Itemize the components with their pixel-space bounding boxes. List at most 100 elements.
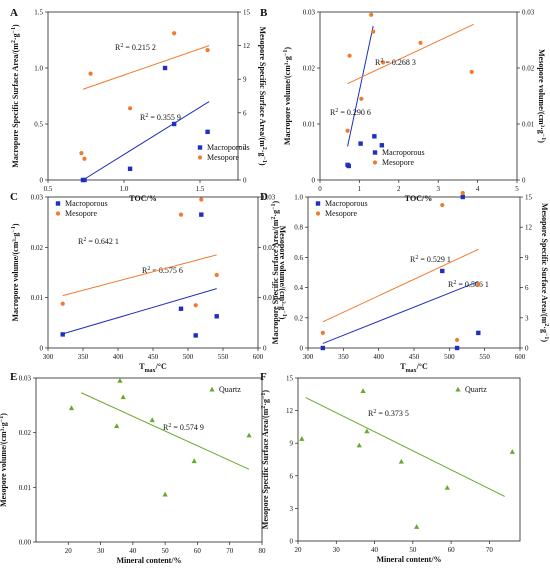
x-tick-label: 70 <box>226 547 234 555</box>
x-tick-label: 80 <box>259 547 267 555</box>
x-tick-label: 600 <box>253 353 264 361</box>
x-tick-label: 20 <box>65 547 73 555</box>
x-axis-label: Tmax/°C <box>139 362 167 374</box>
x-tick-label: 450 <box>148 353 159 361</box>
y-right-tick-label: 12 <box>243 42 251 50</box>
data-point <box>127 106 133 111</box>
data-point <box>214 272 219 278</box>
r2-label: R2 = 0.529 1 <box>410 255 451 264</box>
series-macroporous: R2 = 0.355 9 <box>80 65 210 183</box>
x-tick-label: 3 <box>436 185 440 193</box>
y-axis-label: Mesopore Specific Surface Area/(m2·g−1) <box>261 390 270 529</box>
data-point <box>414 524 420 529</box>
legend-marker <box>55 211 61 216</box>
y-right-tick-label: 3 <box>525 314 529 322</box>
data-point <box>82 177 87 183</box>
data-point <box>162 65 168 71</box>
y-right-tick-label: 0.01 <box>263 294 276 302</box>
data-point <box>455 337 460 343</box>
legend-marker <box>55 201 61 206</box>
y-right-tick-label: 0 <box>263 345 267 353</box>
y-right-axis-label: Mesopore Specific Surface Area/(m2·g−1) <box>540 203 549 342</box>
x-tick-label: 2 <box>397 185 401 193</box>
x-axis-label: Mineral content/% <box>376 555 441 564</box>
trend-line <box>80 392 250 470</box>
y-tick-label: 0 <box>300 345 304 353</box>
panel-b: B0 1 2 3 4 500.010.020.0300.010.020.03TOC/%Ma… <box>260 7 546 203</box>
x-tick-label: 50 <box>409 546 417 554</box>
x-tick-label: 0.5 <box>44 185 53 193</box>
y-right-tick-label: 15 <box>525 194 533 202</box>
x-tick-label: 1.0 <box>120 185 129 193</box>
data-point <box>82 156 87 161</box>
data-point <box>246 432 252 438</box>
legend-marker <box>372 150 378 155</box>
legend-marker <box>197 155 203 160</box>
data-point <box>149 417 155 423</box>
x-axis-label: Mineral content/% <box>116 556 181 565</box>
data-point <box>191 458 197 464</box>
trend-line <box>62 254 217 297</box>
r2-label: R2 = 0.268 3 <box>375 58 416 67</box>
x-tick-label: 300 <box>303 353 314 361</box>
r2-label: R2 = 0.642 1 <box>78 237 119 246</box>
x-tick-label: 500 <box>444 353 455 361</box>
legend-marker <box>315 201 321 206</box>
y-right-tick-label: 0.01 <box>522 121 535 129</box>
legend-marker <box>455 386 461 392</box>
data-point <box>454 345 460 351</box>
data-point <box>379 143 385 148</box>
r2-label: R2 = 0.373 5 <box>368 409 409 418</box>
y-tick-label: 0.5 <box>34 121 43 129</box>
plot-frame <box>307 196 521 349</box>
data-point <box>88 71 93 76</box>
x-tick-label: 60 <box>194 547 202 555</box>
legend-label: Mesopore <box>207 153 239 162</box>
plot-frame <box>319 11 518 181</box>
panel-f: F 20 30 40 50 60 70 0 3 6 9 12 15 Mineral content/% Me… <box>260 371 521 564</box>
y-right-tick-label: 0 <box>522 177 526 185</box>
trend-line <box>82 101 210 181</box>
y-right-axis-label: Mesopore volume/(cm³·g−1) <box>278 226 287 320</box>
data-point <box>440 268 445 274</box>
data-point <box>476 282 481 287</box>
data-point <box>171 121 177 127</box>
panel-label: A <box>10 7 18 19</box>
series-mesopore: R2 = 0.268 3 <box>345 12 474 133</box>
y-tick-label: 0.8 <box>294 224 303 232</box>
legend-label: Quartz <box>219 385 241 394</box>
trend-line <box>82 45 210 90</box>
r2-label: R2 = 0.355 9 <box>140 113 181 122</box>
x-axis-label: Tmax/°C <box>400 362 428 374</box>
legend-marker <box>372 160 378 165</box>
data-point <box>299 436 305 441</box>
legend-label: Macroporous <box>207 143 250 152</box>
legend: Quartz <box>455 385 487 394</box>
x-tick-label: 500 <box>183 353 194 361</box>
y-right-tick-label: 6 <box>243 109 247 117</box>
y-tick-label: 1.0 <box>294 194 303 202</box>
y-right-tick-label: 3 <box>243 143 247 151</box>
y-tick-label: 0.01 <box>303 121 316 129</box>
data-point <box>60 301 65 306</box>
data-point <box>193 303 198 308</box>
data-point <box>205 129 210 135</box>
y-right-tick-label: 0 <box>243 177 247 185</box>
data-point <box>371 29 376 34</box>
y-tick-label: 0.4 <box>294 284 303 292</box>
y-axis-label: Macropore volume/(cm³·g−1) <box>283 47 292 145</box>
x-tick-label: 20 <box>295 546 303 554</box>
y-tick-label: 0 <box>40 345 44 353</box>
y-tick-label: 9 <box>290 440 294 448</box>
y-tick-label: 1.5 <box>34 9 43 17</box>
data-point <box>359 96 364 101</box>
data-point <box>460 190 465 196</box>
y-tick-label: 0.03 <box>19 375 32 383</box>
y-right-tick-label: 0.02 <box>263 244 276 252</box>
series-quartz: R2 = 0.373 5 <box>299 388 515 529</box>
data-point <box>364 428 370 434</box>
